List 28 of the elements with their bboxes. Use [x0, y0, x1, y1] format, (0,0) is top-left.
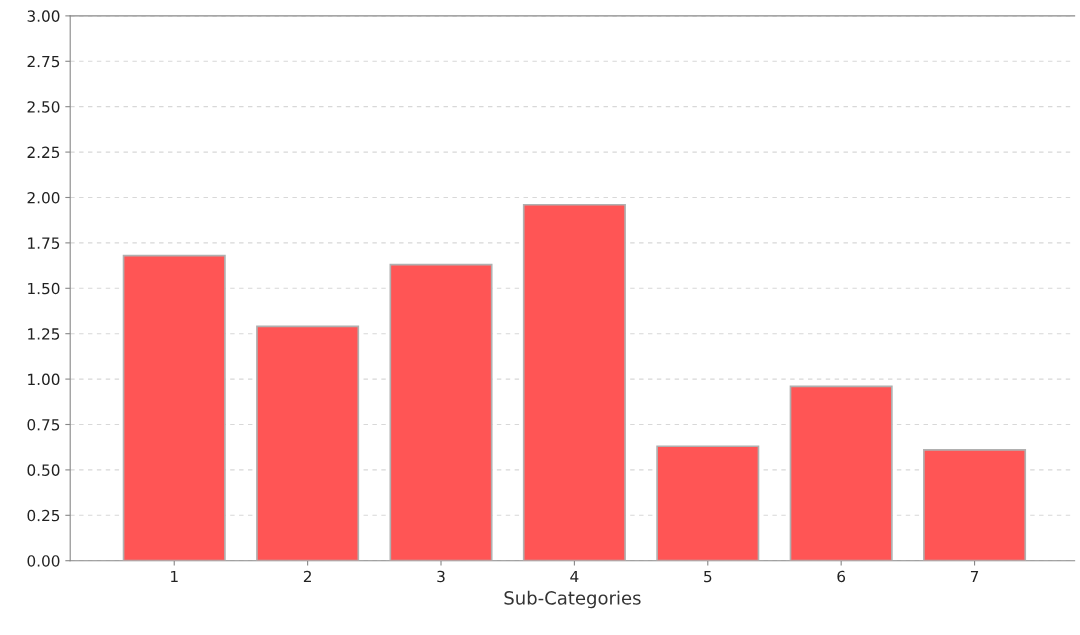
x-tick-label: 7 [970, 570, 979, 583]
y-tick-label: 1.25 [28, 328, 60, 340]
y-tick-label: 2.25 [27, 146, 60, 159]
y-tick-label: 0.00 [27, 555, 60, 567]
y-tick-label: 2.50 [27, 101, 60, 113]
y-tick-label: 0.25 [27, 509, 60, 522]
y-tick-label: 3.00 [27, 10, 60, 22]
x-tick-label: 4 [570, 570, 579, 583]
bar [923, 449, 1027, 561]
bar [522, 203, 626, 561]
bar [789, 385, 893, 561]
x-axis-title: Sub-Categories [504, 590, 641, 609]
y-tick-label: 1.75 [28, 237, 60, 249]
x-tick-label: 2 [303, 570, 311, 583]
y-tick-label: 0.50 [27, 464, 60, 476]
bar [656, 445, 760, 561]
x-tick-label: 3 [437, 570, 445, 583]
bar [256, 325, 360, 561]
y-tick-label: 2.00 [27, 191, 60, 204]
y-tick-label: 1.50 [28, 282, 60, 295]
y-tick-label: 0.75 [27, 418, 60, 431]
x-tick-label: 5 [704, 570, 712, 583]
x-tick-label: 1 [171, 570, 178, 583]
bar [122, 254, 226, 561]
y-tick-label: 1.00 [28, 373, 60, 386]
y-tick-label: 2.75 [27, 55, 60, 68]
x-tick-label: 6 [837, 570, 846, 583]
bar [389, 263, 493, 561]
